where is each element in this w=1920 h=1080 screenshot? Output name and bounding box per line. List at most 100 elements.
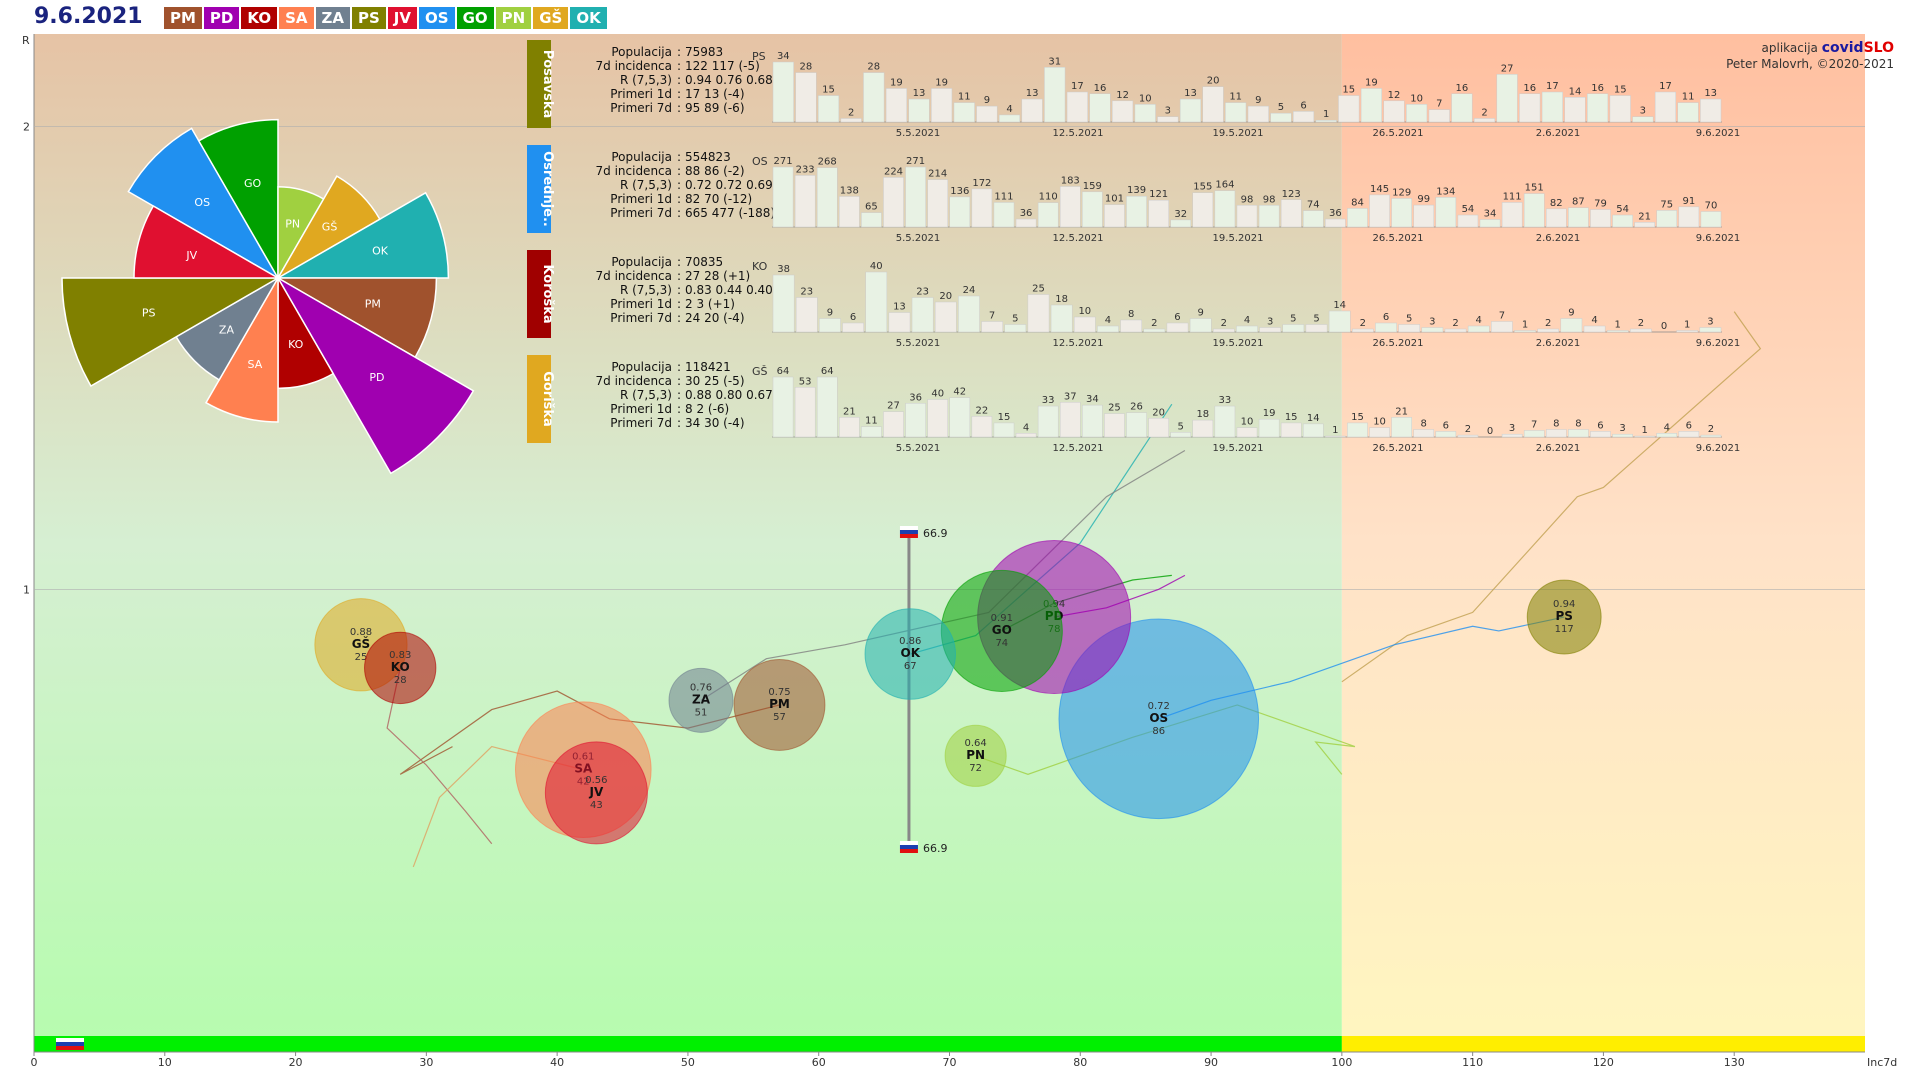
panel-bar (861, 426, 882, 438)
panel-bar (883, 411, 904, 438)
panel-bar (1634, 435, 1655, 438)
panel-bar-label: 172 (972, 178, 991, 189)
legend-chip-sa[interactable]: SA (279, 7, 314, 29)
panel-date-label: 9.6.2021 (1696, 233, 1741, 244)
legend-chip-ps[interactable]: PS (352, 7, 386, 29)
y-tick-label: 1 (23, 583, 30, 596)
region-name: Posavska (540, 50, 555, 119)
stat-value: 88 86 (-2) (685, 164, 745, 178)
stat-label: Primeri 1d (610, 192, 672, 206)
panel-bar-label: 6 (1597, 420, 1603, 431)
panel-bar (863, 72, 885, 123)
panel-bar-label: 8 (1575, 419, 1581, 430)
panel-bar-label: 15 (1342, 85, 1355, 96)
bubble-code-label: JV (588, 785, 603, 799)
panel-bar-label: 23 (800, 287, 813, 298)
panel-bar (976, 105, 998, 123)
panel-date-label: 5.5.2021 (896, 443, 941, 454)
panel-bar-label: 40 (931, 389, 944, 400)
panel-bar-label: 17 (1071, 81, 1084, 92)
panel-bar (1104, 204, 1125, 228)
stat-label: Populacija (611, 360, 672, 374)
panel-bar (1305, 324, 1328, 333)
panel-bar-label: 159 (1083, 181, 1102, 192)
stat-value: 24 20 (-4) (685, 311, 745, 325)
flag-stripe (899, 841, 918, 845)
panel-bar (772, 376, 794, 438)
panel-bar-label: 7 (989, 311, 995, 322)
panel-bar-label: 3 (1509, 423, 1515, 434)
panel-bar (1677, 102, 1699, 123)
panel-bar-label: 2 (1360, 318, 1366, 329)
pie-label: PM (365, 297, 381, 310)
panel-bar (1347, 208, 1368, 228)
panel-bar-label: 11 (1682, 92, 1695, 103)
bubble-code-label: PN (966, 748, 985, 762)
panel-bar (1166, 322, 1189, 333)
panel-bar-label: 5 (1290, 314, 1296, 325)
panel-bar (1606, 330, 1629, 333)
panel-bar-label: 10 (1139, 93, 1152, 104)
stat-label: Primeri 1d (610, 297, 672, 311)
panel-bar (1192, 192, 1214, 228)
legend-chip-za[interactable]: ZA (315, 7, 350, 29)
panel-bar (1089, 93, 1111, 123)
legend-chip-pm[interactable]: PM (164, 7, 202, 29)
bubble-inc-label: 74 (995, 638, 1008, 649)
panel-bar (772, 61, 794, 123)
panel-bar (1678, 431, 1700, 438)
legend-chip-gš[interactable]: GŠ (533, 7, 569, 29)
panel-bar (1391, 417, 1412, 438)
app-brand[interactable]: covidSLO (1822, 40, 1894, 56)
panel-bar (816, 376, 838, 438)
x-tick-label: 100 (1331, 1056, 1352, 1069)
panel-bar-label: 6 (850, 312, 856, 323)
panel-bar (1467, 325, 1490, 333)
bubble-inc-label: 43 (590, 800, 603, 811)
y-tick-label: 2 (23, 121, 30, 134)
legend-chip-jv[interactable]: JV (387, 7, 417, 29)
bubble-ok (864, 608, 957, 700)
stat-label: Primeri 7d (610, 416, 672, 430)
panel-bar (842, 322, 864, 333)
region-tab (527, 355, 551, 443)
panel-date-label: 9.6.2021 (1696, 338, 1741, 349)
panel-bar (1391, 198, 1412, 228)
panel-bar-label: 19 (935, 77, 948, 88)
panel-bar-label: 42 (953, 387, 966, 398)
panel-bar (927, 179, 948, 228)
stat-label: Populacija (611, 150, 672, 164)
bubble-jv (544, 741, 648, 845)
panel-bar-label: 183 (1061, 175, 1080, 186)
panel-bar-label: 6 (1443, 420, 1449, 431)
panel-bar-label: 25 (1032, 284, 1045, 295)
legend-chip-go[interactable]: GO (456, 7, 494, 29)
panel-bar (1501, 202, 1523, 228)
panel-bar-label: 28 (867, 62, 880, 73)
legend-chip-os[interactable]: OS (419, 7, 455, 29)
stat-colon: : (677, 297, 681, 311)
panel-bar (1612, 433, 1633, 438)
panel-bar-label: 2 (1221, 318, 1227, 329)
panel-date-label: 12.5.2021 (1053, 443, 1104, 454)
bubble-r-label: 0.94 (1553, 599, 1575, 610)
panel-date-label: 2.6.2021 (1536, 443, 1581, 454)
panel-bar (1541, 91, 1563, 123)
panel-bar (1564, 97, 1586, 123)
legend-chip-ko[interactable]: KO (241, 7, 278, 29)
panel-bar-label: 11 (958, 92, 971, 103)
credits-author: Peter Malovrh, ©2020-2021 (1726, 57, 1894, 71)
panel-bar-label: 64 (821, 366, 834, 377)
stat-colon: : (677, 150, 681, 164)
panel-bar-label: 15 (1351, 412, 1364, 423)
legend-chip-pd[interactable]: PD (203, 7, 240, 29)
x-tick-label: 120 (1593, 1056, 1614, 1069)
legend-chip-pn[interactable]: PN (495, 7, 532, 29)
panel-bar (1583, 325, 1606, 333)
legend-chip-ok[interactable]: OK (570, 7, 607, 29)
panel-bar-label: 21 (1395, 406, 1408, 417)
panel-bar-label: 34 (1086, 394, 1099, 405)
flag-stripe (899, 845, 918, 849)
bubble-r-label: 0.88 (350, 627, 372, 638)
